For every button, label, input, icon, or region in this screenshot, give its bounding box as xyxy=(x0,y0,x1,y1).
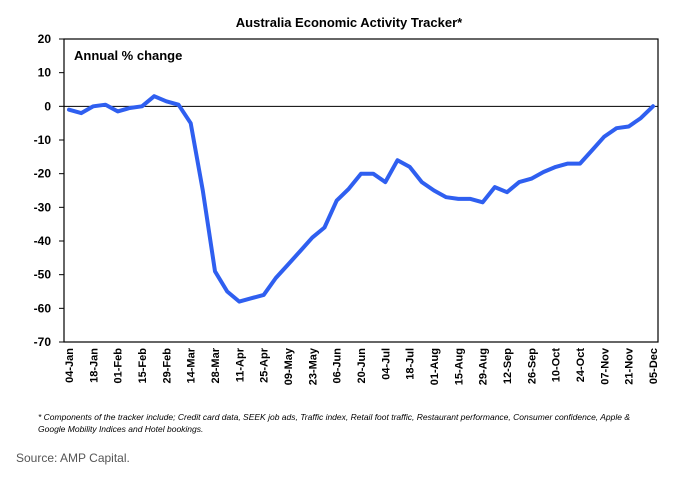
footnote: * Components of the tracker include; Cre… xyxy=(38,412,630,434)
y-unit-label: Annual % change xyxy=(74,48,182,63)
y-tick-label: 0 xyxy=(44,99,51,113)
x-tick-label: 11-Apr xyxy=(234,347,246,382)
x-tick-label: 15-Feb xyxy=(137,348,149,384)
x-tick-label: 06-Jun xyxy=(332,348,344,384)
x-tick-label: 04-Jan xyxy=(64,348,76,383)
x-tick-label: 25-Apr xyxy=(259,347,271,383)
x-tick-label: 20-Jun xyxy=(356,348,368,384)
y-tick-label: -30 xyxy=(34,200,52,214)
y-tick-label: 20 xyxy=(38,32,52,46)
x-tick-label: 05-Dec xyxy=(648,348,660,384)
x-tick-label: 26-Sep xyxy=(526,348,538,384)
series-line xyxy=(67,94,655,304)
y-tick-label: -40 xyxy=(34,234,52,248)
y-tick-label: 10 xyxy=(38,66,52,80)
source-note: Source: AMP Capital. xyxy=(16,451,130,465)
x-tick-label: 01-Aug xyxy=(429,348,441,385)
x-tick-label: 24-Oct xyxy=(575,348,587,383)
y-tick-label: -20 xyxy=(34,167,52,181)
x-tick-label: 29-Feb xyxy=(161,348,173,384)
x-tick-label: 18-Jul xyxy=(405,348,417,380)
x-tick-label: 10-Oct xyxy=(551,348,563,383)
y-tick-label: -60 xyxy=(34,301,52,315)
x-tick-label: 04-Jul xyxy=(380,348,392,380)
x-tick-label: 21-Nov xyxy=(624,347,636,385)
x-tick-label: 28-Mar xyxy=(210,347,222,383)
x-tick-label: 09-May xyxy=(283,347,295,385)
x-tick-label: 14-Mar xyxy=(186,347,198,383)
chart: Australia Economic Activity Tracker* Ann… xyxy=(34,15,660,385)
x-tick-label: 07-Nov xyxy=(599,347,611,385)
y-tick-label: -50 xyxy=(34,268,52,282)
chart-title: Australia Economic Activity Tracker* xyxy=(236,15,463,30)
x-tick-label: 12-Sep xyxy=(502,348,514,384)
x-axis: 04-Jan 18-Jan 01-Feb 15-Feb 29-Feb 14-Mar 28-M… xyxy=(64,347,660,385)
y-tick-label: -70 xyxy=(34,335,52,349)
y-tick-label: -10 xyxy=(34,133,52,147)
series-group xyxy=(67,94,655,304)
plot-frame xyxy=(63,38,659,343)
x-tick-label: 01-Feb xyxy=(113,348,125,384)
x-tick-label: 23-May xyxy=(307,347,319,385)
x-tick-label: 29-Aug xyxy=(478,348,490,385)
x-tick-label: 18-Jan xyxy=(88,348,100,383)
y-axis: 20 10 0 -10 -20 -30 -40 -50 -60 -70 xyxy=(34,32,64,349)
x-tick-label: 15-Aug xyxy=(453,348,465,385)
